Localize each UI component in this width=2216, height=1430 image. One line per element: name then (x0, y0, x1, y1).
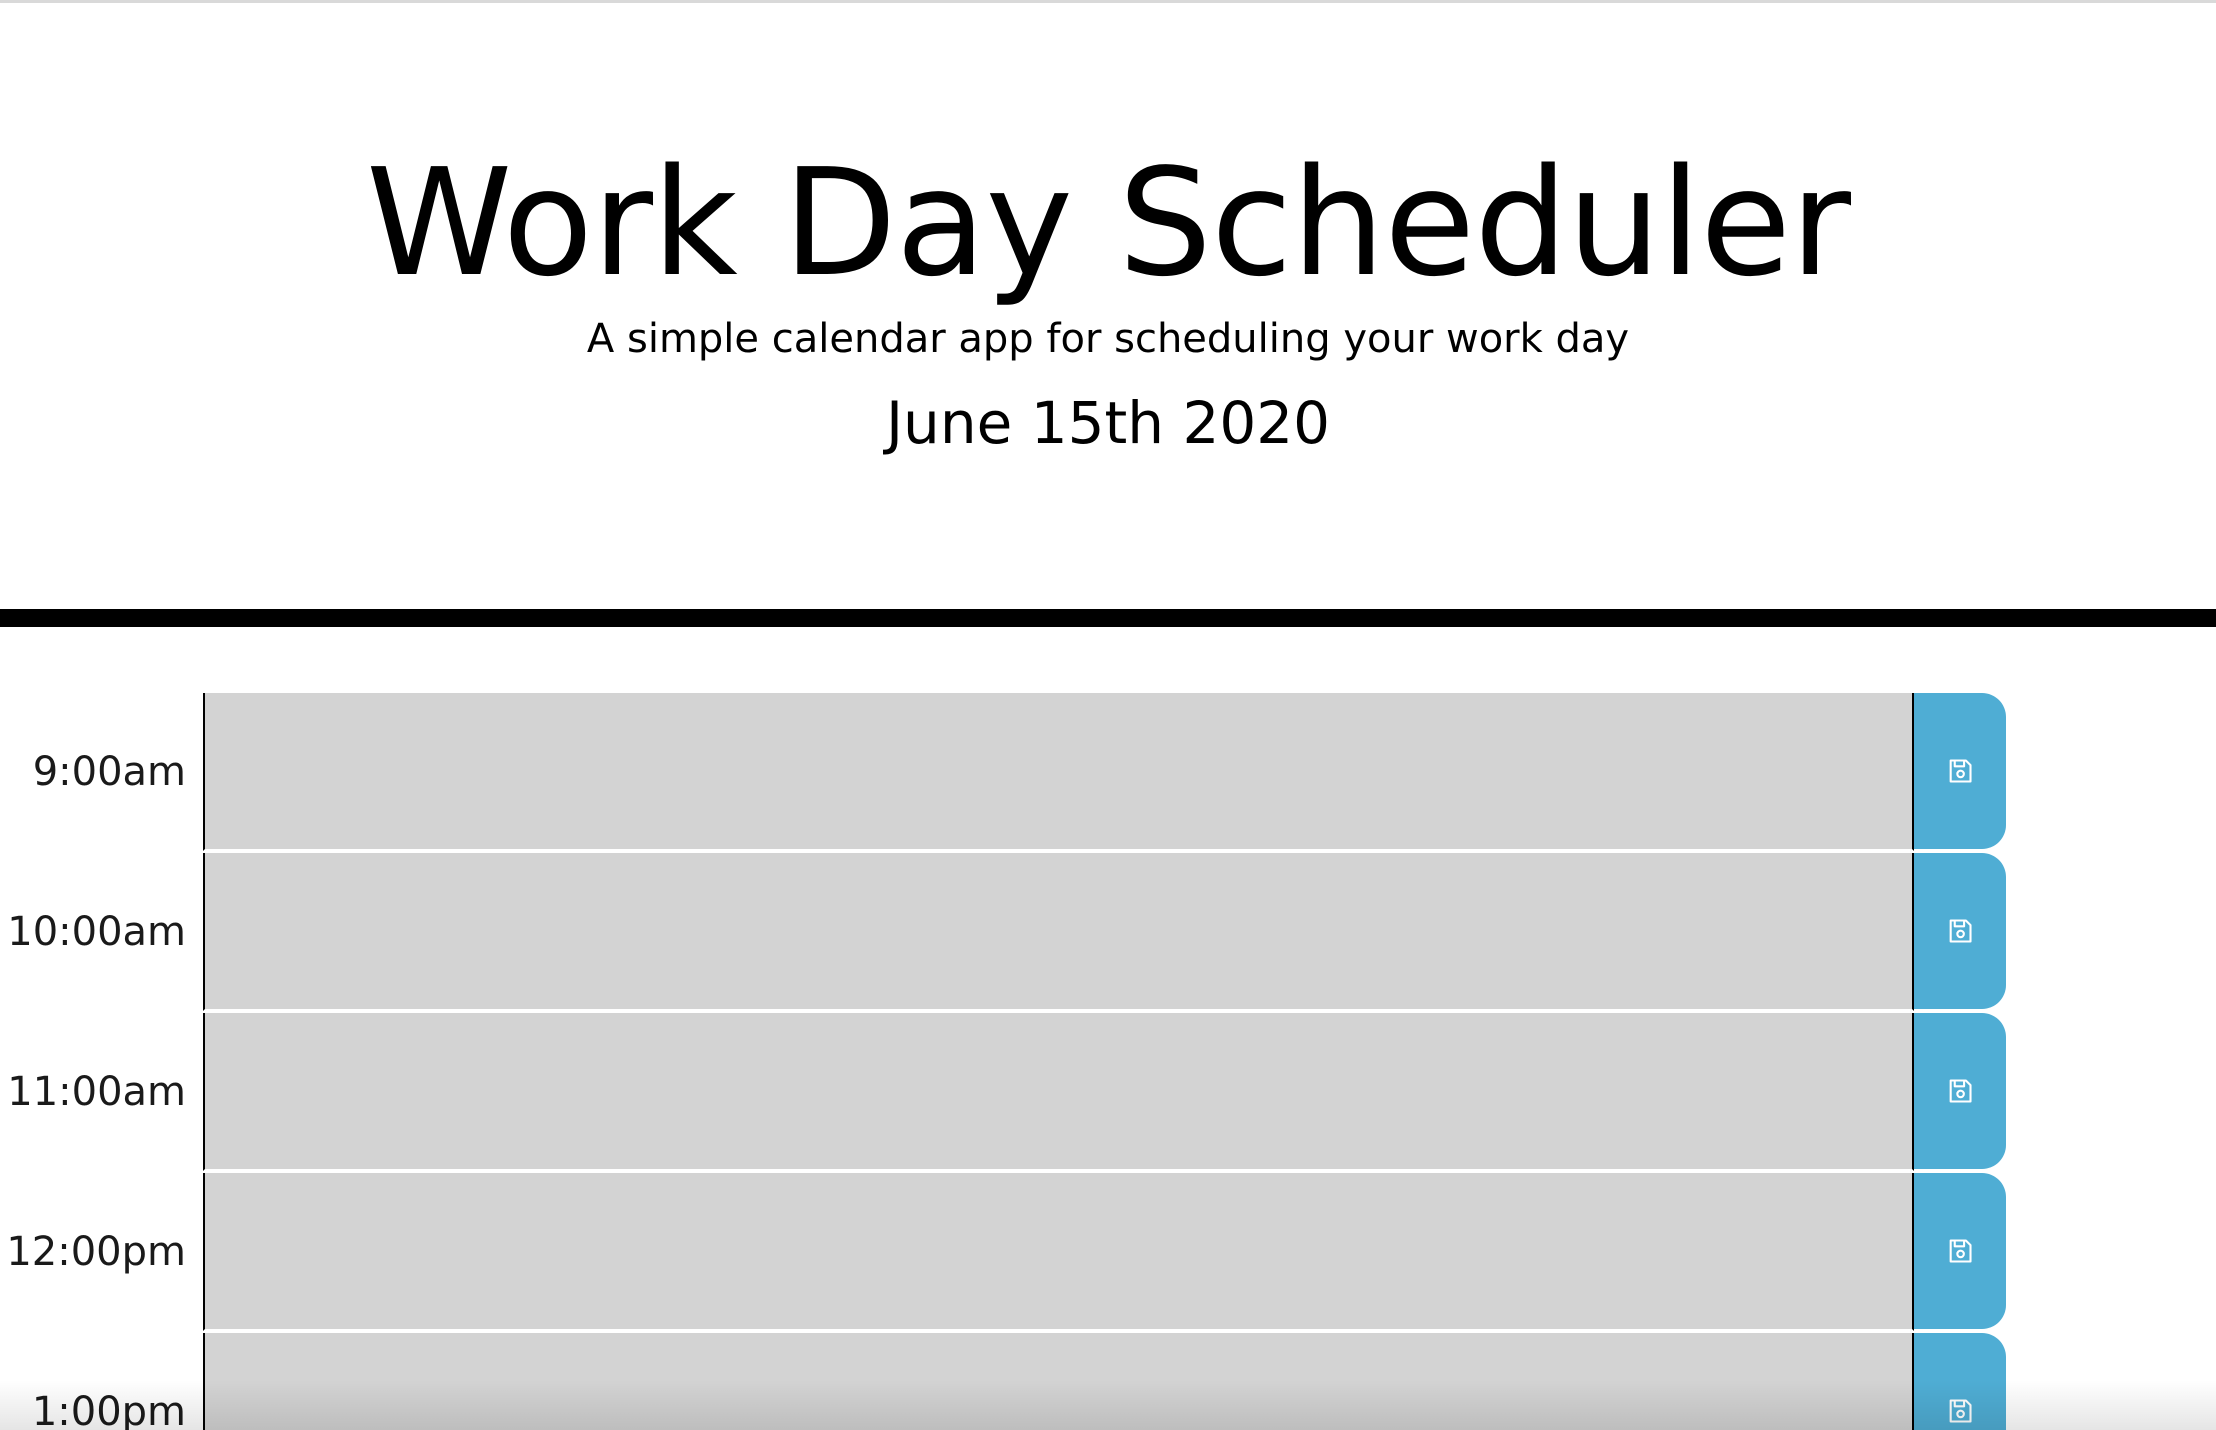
hour-text: 10:00am (7, 909, 186, 955)
top-border (0, 0, 2216, 3)
time-block: 12:00pm (0, 1173, 2216, 1333)
time-block: 1:00pm (0, 1333, 2216, 1430)
save-button[interactable] (1914, 1013, 2006, 1169)
description-textarea[interactable] (203, 853, 1914, 1011)
floppy-disk-icon (1949, 759, 1972, 783)
hour-text: 9:00am (32, 749, 186, 795)
hour-text: 1:00pm (31, 1389, 186, 1430)
hour-label: 9:00am (0, 693, 188, 851)
save-button[interactable] (1914, 853, 2006, 1009)
save-button[interactable] (1914, 1333, 2006, 1430)
time-block: 11:00am (0, 1013, 2216, 1173)
hour-label: 12:00pm (0, 1173, 188, 1331)
hour-label: 11:00am (0, 1013, 188, 1171)
description-textarea[interactable] (203, 1013, 1914, 1171)
floppy-disk-icon (1949, 1239, 1972, 1263)
time-block: 10:00am (0, 853, 2216, 1013)
hour-label: 10:00am (0, 853, 188, 1011)
floppy-disk-icon (1949, 1079, 1972, 1103)
time-block: 9:00am (0, 693, 2216, 853)
page-subtitle: A simple calendar app for scheduling you… (586, 316, 1630, 362)
floppy-disk-icon (1949, 1399, 1972, 1423)
save-button[interactable] (1914, 1173, 2006, 1329)
description-textarea[interactable] (203, 693, 1914, 851)
floppy-disk-icon (1949, 919, 1972, 943)
current-day: June 15th 2020 (885, 389, 1331, 457)
hour-text: 12:00pm (6, 1229, 186, 1275)
time-block-container: 9:00am 10:00am (0, 693, 2216, 1430)
hour-text: 11:00am (7, 1069, 186, 1115)
description-textarea[interactable] (203, 1173, 1914, 1331)
jumbotron-header: Work Day Scheduler A simple calendar app… (0, 3, 2216, 627)
hour-label: 1:00pm (0, 1333, 188, 1430)
description-textarea[interactable] (203, 1333, 1914, 1430)
page-title: Work Day Scheduler (365, 137, 1851, 309)
save-button[interactable] (1914, 693, 2006, 849)
